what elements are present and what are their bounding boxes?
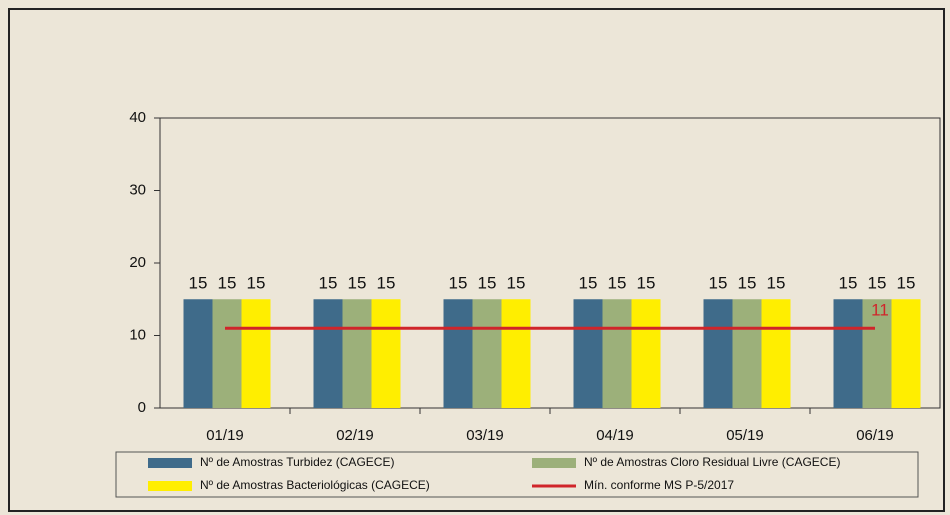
bar [342,299,372,408]
x-tick-label: 03/19 [466,427,504,444]
frame [8,8,945,512]
data-label: 15 [189,274,208,293]
data-label: 15 [868,274,887,293]
data-label: 15 [319,274,338,293]
bar [602,299,632,408]
y-tick-label: 20 [129,254,146,271]
data-label: 15 [637,274,656,293]
bar [183,299,213,408]
legend-label: Nº de Amostras Cloro Residual Livre (CAG… [584,455,840,469]
data-label: 15 [449,274,468,293]
legend-swatch [532,458,576,468]
data-label: 15 [839,274,858,293]
bar [241,299,271,408]
x-tick-label: 05/19 [726,427,764,444]
data-label: 15 [348,274,367,293]
legend-swatch [148,458,192,468]
x-tick-label: 01/19 [206,427,244,444]
data-label: 15 [897,274,916,293]
bar [732,299,762,408]
data-label: 15 [247,274,266,293]
bar [472,299,502,408]
bar [313,299,343,408]
bar [443,299,473,408]
data-label: 15 [377,274,396,293]
bar [891,299,921,408]
bar [703,299,733,408]
bar [573,299,603,408]
bar [371,299,401,408]
y-tick-label: 30 [129,181,146,198]
x-tick-label: 04/19 [596,427,634,444]
y-tick-label: 0 [138,399,146,416]
bar [212,299,242,408]
bar [833,299,863,408]
bar [501,299,531,408]
legend-label: Nº de Amostras Bacteriológicas (CAGECE) [200,478,430,492]
data-label: 15 [478,274,497,293]
legend-box [115,451,919,498]
y-tick-label: 10 [129,326,146,343]
bar [862,299,892,408]
bar [631,299,661,408]
data-label: 11 [871,301,889,320]
data-label: 15 [218,274,237,293]
legend-label: Mín. conforme MS P-5/2017 [584,478,734,492]
y-tick-label: 40 [129,109,146,126]
data-label: 15 [507,274,526,293]
data-label: 15 [767,274,786,293]
data-label: 15 [608,274,627,293]
x-tick-label: 06/19 [856,427,894,444]
data-label: 15 [709,274,728,293]
bar [761,299,791,408]
data-label: 15 [579,274,598,293]
legend-label: Nº de Amostras Turbidez (CAGECE) [200,455,394,469]
legend-swatch [148,481,192,491]
x-tick-label: 02/19 [336,427,374,444]
plot-area [159,117,941,409]
data-label: 15 [738,274,757,293]
